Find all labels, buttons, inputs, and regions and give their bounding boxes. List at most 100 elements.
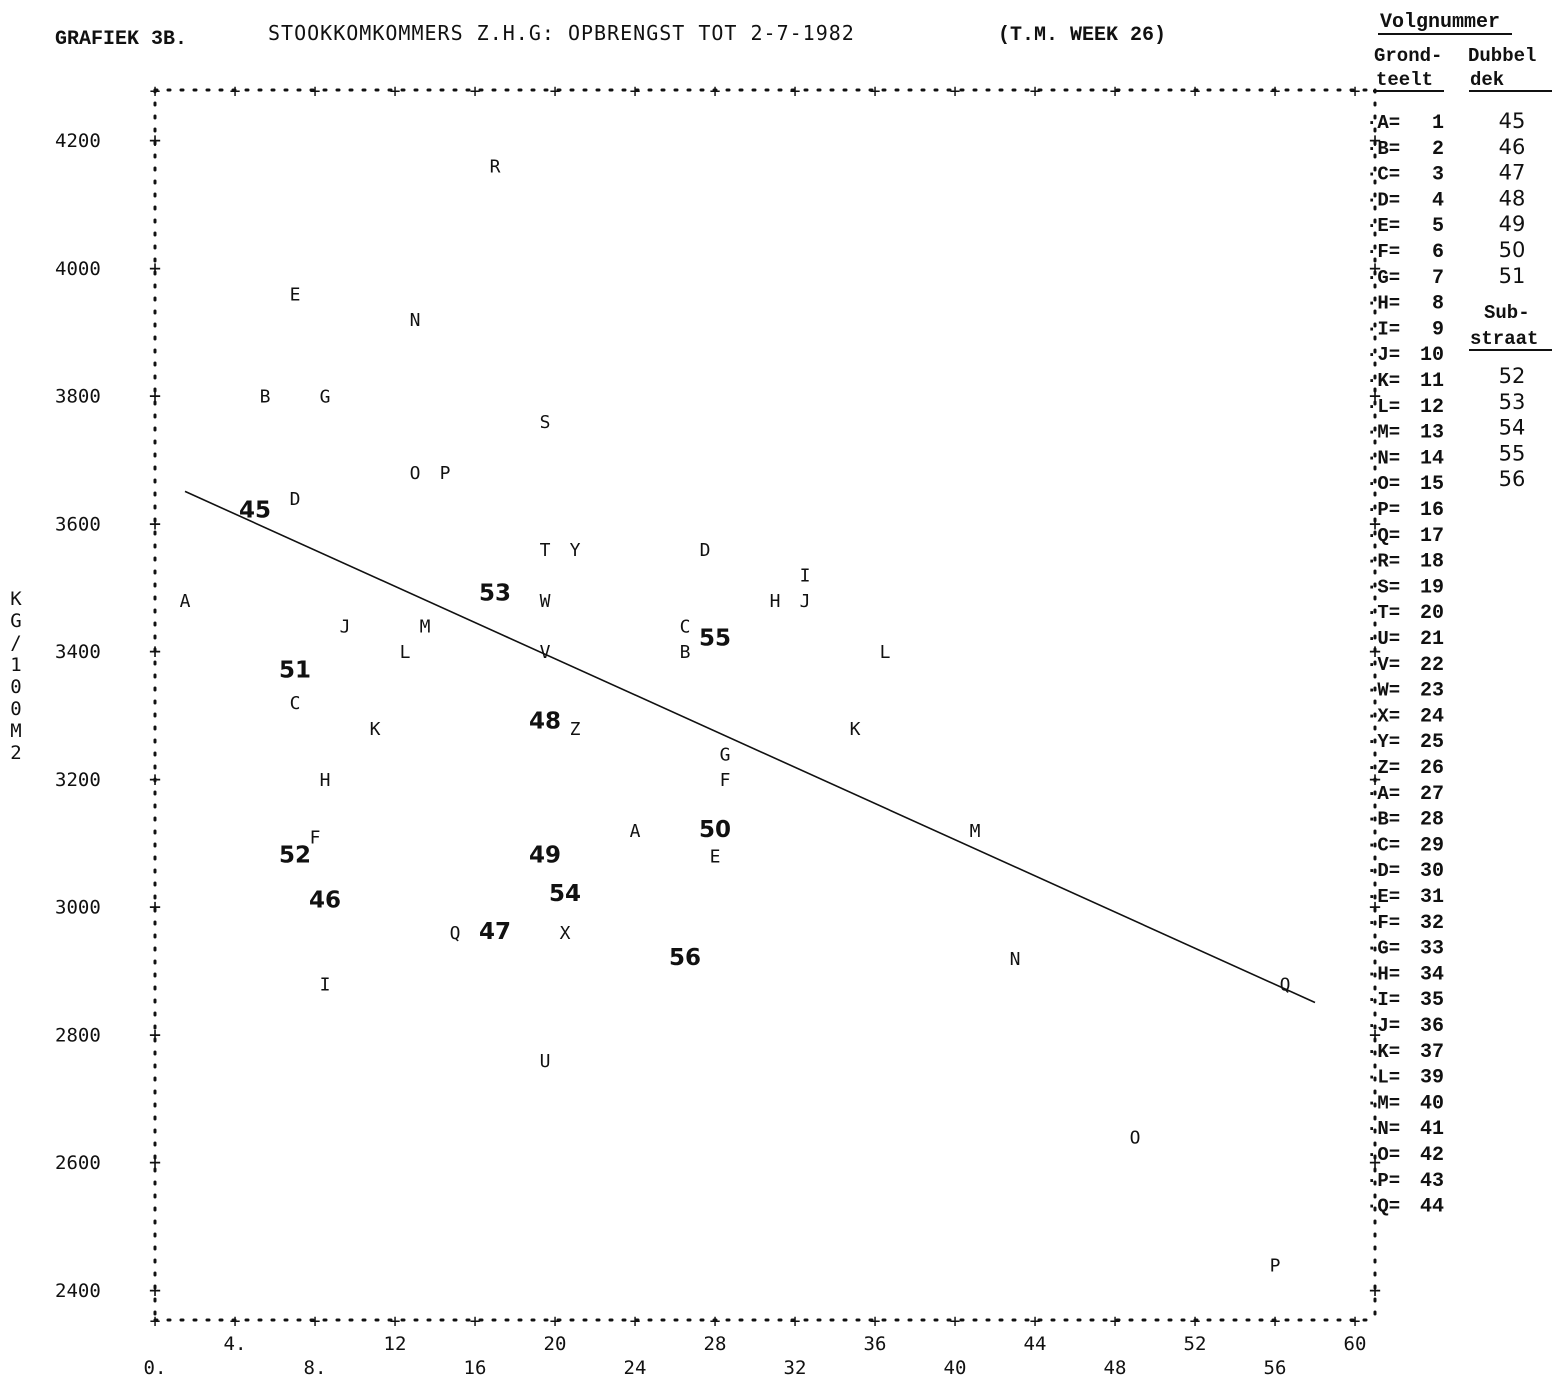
x-tick-label-upper: 20 (544, 1333, 567, 1355)
legend-letter-36: ·J= (1366, 1015, 1400, 1037)
point-E: E (710, 847, 721, 868)
legend-number-30: 30 (1420, 860, 1444, 883)
y-axis-label-char: M (10, 720, 21, 742)
y-tick-label-2800: 2800 (55, 1024, 101, 1046)
legend-letter-42: ·O= (1366, 1144, 1400, 1166)
y-axis-label-char: 0 (10, 676, 21, 698)
point-52: 52 (279, 843, 311, 869)
x-tick-mark-bottom: + (1190, 1311, 1201, 1332)
point-Q: Q (450, 923, 461, 944)
x-tick-mark-top: + (310, 81, 321, 102)
legend-dubbeldek-45: 45 (1499, 109, 1526, 133)
legend-letter-24: ·X= (1366, 705, 1400, 727)
point-J: J (340, 617, 351, 638)
y-tick-mark: + (149, 767, 161, 791)
y-tick-label-4000: 4000 (55, 258, 101, 280)
legend-number-35: 35 (1420, 989, 1444, 1012)
legend-letter-39: ·L= (1366, 1067, 1400, 1089)
legend-letter-31: ·E= (1366, 886, 1400, 908)
legend-number-1: 1 (1432, 112, 1444, 135)
point-D: D (700, 540, 711, 561)
legend-dubbeldek-49: 49 (1499, 212, 1526, 236)
point-G: G (720, 744, 731, 765)
legend-letter-35: ·I= (1366, 989, 1400, 1011)
point-F: F (310, 827, 321, 848)
legend-number-10: 10 (1420, 344, 1444, 367)
legend-dubbeldek-51: 51 (1499, 264, 1526, 288)
legend-col2-line2: dek (1470, 69, 1504, 91)
legend-letter-44: ·Q= (1366, 1196, 1400, 1218)
legend-letter-32: ·F= (1366, 912, 1400, 934)
y-tick-mark-right: + (1369, 895, 1381, 919)
x-tick-label-lower: 40 (944, 1357, 967, 1379)
legend-letter-9: ·I= (1366, 318, 1400, 340)
y-tick-mark: + (149, 1278, 161, 1302)
y-tick-label-3800: 3800 (55, 386, 101, 408)
point-N: N (410, 310, 421, 331)
legend-substraat-54: 54 (1499, 416, 1526, 440)
x-tick-mark-bottom: + (310, 1311, 321, 1332)
point-P: P (1270, 1255, 1281, 1276)
legend-number-20: 20 (1420, 602, 1444, 625)
legend-number-43: 43 (1420, 1170, 1444, 1193)
legend-letter-12: ·L= (1366, 396, 1400, 418)
x-tick-label-lower: 56 (1264, 1357, 1287, 1379)
y-tick-mark: + (149, 256, 161, 280)
legend-letter-30: ·D= (1366, 860, 1400, 882)
x-tick-label-lower: 48 (1104, 1357, 1127, 1379)
y-tick-mark-right: + (1369, 256, 1381, 280)
legend-number-39: 39 (1420, 1067, 1444, 1090)
y-tick-mark-right: + (1369, 1150, 1381, 1174)
y-tick-label-3400: 3400 (55, 641, 101, 663)
legend-number-31: 31 (1420, 886, 1444, 909)
point-56: 56 (669, 945, 701, 971)
point-B: B (260, 387, 271, 408)
legend-letter-27: ·A= (1366, 783, 1400, 805)
point-48: 48 (529, 708, 561, 734)
legend-number-29: 29 (1420, 834, 1444, 857)
point-O: O (1130, 1128, 1141, 1149)
legend-number-40: 40 (1420, 1092, 1444, 1115)
x-tick-mark-bottom: + (790, 1311, 801, 1332)
x-tick-label-upper: 36 (864, 1333, 887, 1355)
x-tick-mark-top: + (1030, 81, 1041, 102)
x-tick-label-upper: 44 (1024, 1333, 1047, 1355)
legend-number-5: 5 (1432, 215, 1444, 238)
point-53: 53 (479, 581, 511, 607)
point-54: 54 (549, 881, 581, 907)
point-49: 49 (529, 843, 561, 869)
legend-letter-40: ·M= (1366, 1092, 1400, 1114)
x-tick-mark-bottom: + (150, 1311, 161, 1332)
legend-letter-22: ·V= (1366, 654, 1400, 676)
x-tick-mark-bottom: + (1030, 1311, 1041, 1332)
x-tick-label-upper: 4. (224, 1333, 247, 1355)
legend-letter-2: ·B= (1366, 138, 1400, 160)
legend-letter-34: ·H= (1366, 963, 1400, 985)
y-tick-mark: + (149, 1022, 161, 1046)
y-tick-mark-right: + (1369, 1278, 1381, 1302)
legend-number-15: 15 (1420, 473, 1444, 496)
legend-number-24: 24 (1420, 705, 1444, 728)
legend-number-9: 9 (1432, 318, 1444, 341)
legend-letter-15: ·O= (1366, 473, 1400, 495)
x-tick-label-upper: 28 (704, 1333, 727, 1355)
x-tick-mark-top: + (1270, 81, 1281, 102)
point-R: R (490, 157, 501, 178)
legend-substraat-55: 55 (1499, 441, 1526, 465)
point-B: B (680, 642, 691, 663)
plot-frame (153, 88, 1377, 1322)
legend-number-28: 28 (1420, 809, 1444, 832)
legend-number-6: 6 (1432, 241, 1444, 264)
y-tick-label-4200: 4200 (55, 130, 101, 152)
legend-letter-19: ·S= (1366, 576, 1400, 598)
legend-number-12: 12 (1420, 396, 1444, 419)
y-tick-label-2600: 2600 (55, 1152, 101, 1174)
x-tick-label-lower: 16 (464, 1357, 487, 1379)
x-tick-mark-top: + (1190, 81, 1201, 102)
x-tick-mark-bottom: + (1350, 1311, 1361, 1332)
point-M: M (970, 821, 981, 842)
legend-number-23: 23 (1420, 680, 1444, 703)
legend-number-25: 25 (1420, 731, 1444, 754)
